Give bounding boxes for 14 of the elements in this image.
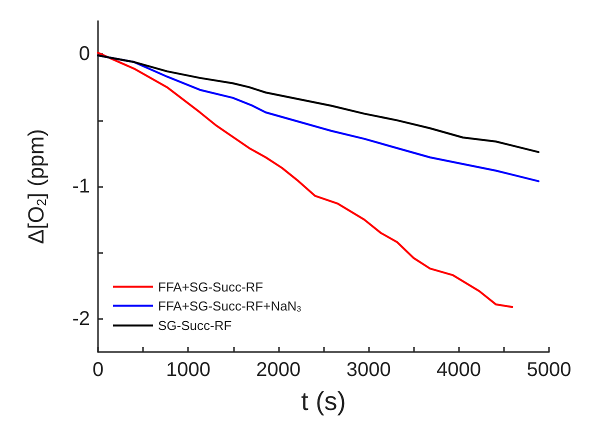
line-series [97, 54, 540, 154]
legend-label: SG-Succ-RF [158, 318, 232, 333]
y-tick-label: -2 [72, 308, 90, 330]
x-tick-label: 4000 [436, 359, 482, 381]
x-tick-label: 0 [92, 359, 104, 381]
x-axis-title: t (s) [301, 386, 346, 416]
legend-label: FFA+SG-Succ-RF [158, 279, 264, 294]
y-axis-title: Δ[O2] (ppm) [24, 129, 49, 244]
y-tick-label: -1 [72, 176, 90, 198]
x-tick-label: 2000 [256, 359, 301, 381]
x-tick-label: 3000 [346, 359, 391, 381]
x-tick-label: 5000 [526, 359, 572, 381]
y-tick-label: 0 [78, 43, 90, 66]
x-tick-label: 1000 [166, 359, 210, 381]
